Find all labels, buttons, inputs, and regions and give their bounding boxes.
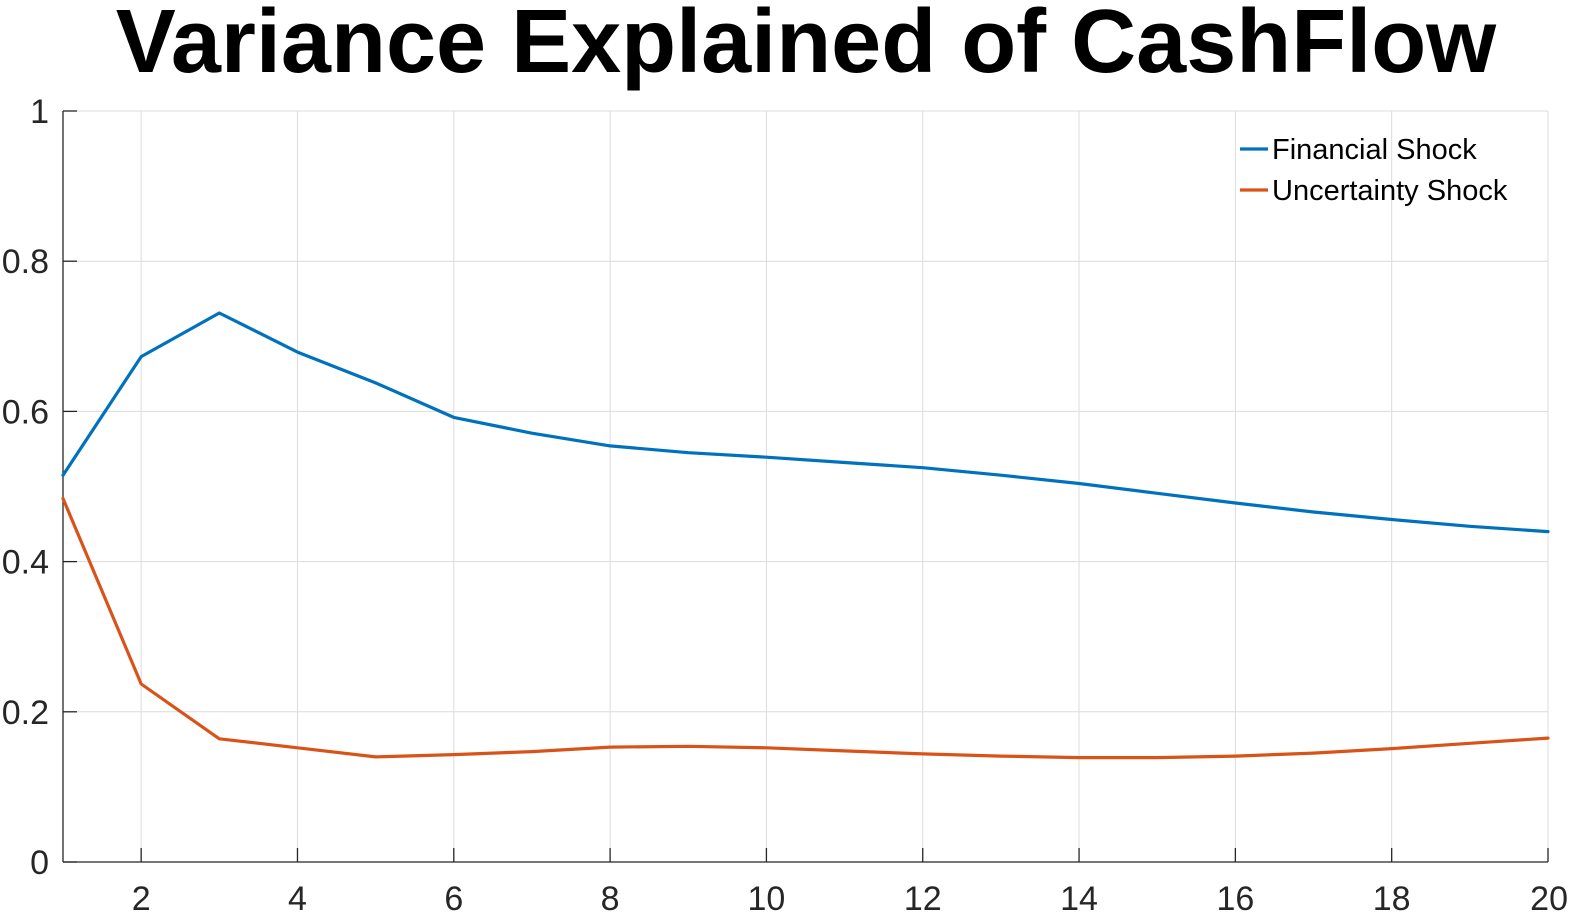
x-tick-label: 12 — [904, 880, 942, 914]
x-tick-label: 16 — [1216, 880, 1254, 914]
x-tick-label: 20 — [1530, 880, 1568, 914]
legend-entry-label: Financial Shock — [1272, 134, 1477, 166]
legend: Financial Shock Uncertainty Shock — [1240, 134, 1508, 207]
y-tick-label: 0.8 — [2, 243, 49, 281]
series-line-uncertainty-shock — [61, 496, 1550, 760]
x-tick-label: 14 — [1060, 880, 1098, 914]
chart-title: Variance Explained of CashFlow — [116, 0, 1497, 92]
axes — [62, 111, 1548, 863]
series-line-financial-shock — [61, 311, 1550, 534]
y-tick-label: 0.6 — [2, 393, 49, 431]
y-tick-label: 0.2 — [2, 694, 49, 732]
x-tick-label: 6 — [444, 880, 463, 914]
x-tick-label: 8 — [601, 880, 620, 914]
series-lines — [61, 311, 1550, 760]
y-tick-label: 1 — [30, 93, 49, 131]
x-tick-label: 18 — [1373, 880, 1411, 914]
y-tick-label: 0.4 — [2, 544, 49, 582]
x-axis-ticks: 2 4 6 8 10 12 14 16 18 20 — [132, 848, 1568, 914]
y-tick-label: 0 — [30, 844, 49, 882]
y-axis-ticks: 0 0.2 0.4 0.6 0.8 1 — [2, 93, 77, 882]
x-tick-label: 2 — [132, 880, 151, 914]
legend-entry-label: Uncertainty Shock — [1272, 175, 1508, 207]
x-tick-label: 4 — [288, 880, 307, 914]
x-tick-label: 10 — [748, 880, 786, 914]
